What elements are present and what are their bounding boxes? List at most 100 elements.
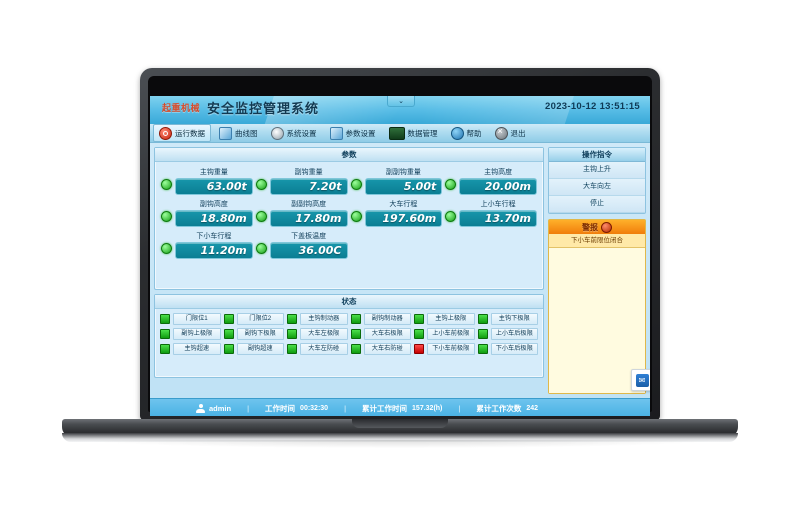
status-item: 大车左防碰 xyxy=(287,343,348,355)
param-status-led xyxy=(445,211,457,222)
status-led xyxy=(350,314,361,324)
param-status-led xyxy=(161,179,172,190)
menu-item-system-settings[interactable]: 系统设置 xyxy=(266,125,322,141)
status-item: 副钩上极限 xyxy=(160,328,221,340)
exit-icon xyxy=(494,126,508,140)
status-label: 下小车前极限 xyxy=(427,343,475,355)
param-status-led xyxy=(350,179,362,190)
command-panel-title: 操作指令 xyxy=(549,148,645,162)
username-label: admin xyxy=(209,404,232,413)
status-item: 主钩制动器 xyxy=(287,313,348,325)
param-value: 63.00t xyxy=(175,178,253,195)
param-item: 副钩高度 18.80m xyxy=(161,199,253,227)
param-label: 主钩高度 xyxy=(484,169,513,176)
status-led xyxy=(350,344,361,354)
status-label: 副钩上极限 xyxy=(173,328,221,340)
param-status-led xyxy=(255,179,267,190)
menu-item-chart[interactable]: 曲线图 xyxy=(214,125,263,141)
alarm-list[interactable] xyxy=(549,248,645,393)
command-item-stop[interactable]: 停止 xyxy=(549,196,645,213)
status-label: 上小车前极限 xyxy=(427,328,475,340)
status-label: 门限位2 xyxy=(236,313,284,325)
alarm-message: 下小车前限位闭合 xyxy=(549,234,645,248)
menu-label: 曲线图 xyxy=(235,128,258,138)
chevron-down-icon: ⌄ xyxy=(398,97,404,105)
window-collapse-button[interactable]: ⌄ xyxy=(387,96,415,107)
param-label: 副钩重量 xyxy=(294,169,323,176)
status-item: 门限位2 xyxy=(223,313,284,325)
status-item: 大车右极限 xyxy=(350,328,411,340)
status-item: 上小车后极限 xyxy=(477,328,538,340)
menu-label: 系统设置 xyxy=(286,128,317,138)
status-item: 主钩下极限 xyxy=(477,313,538,325)
status-item: 大车左极限 xyxy=(287,328,348,340)
param-item: 副副钩高度 17.80m xyxy=(255,199,348,227)
status-label: 副钩制动器 xyxy=(363,313,411,325)
parameters-panel-title: 参数 xyxy=(155,148,543,162)
work-time-value: 00:32:30 xyxy=(300,405,329,412)
divider: | xyxy=(344,404,347,413)
status-led xyxy=(414,329,424,339)
status-led xyxy=(477,344,488,354)
help-icon xyxy=(450,126,464,140)
param-item: 上小车行程 13.70m xyxy=(445,199,537,227)
page-title: 安全监控管理系统 xyxy=(207,101,320,116)
status-item: 大车右防碰 xyxy=(350,343,411,355)
alarm-bell-icon xyxy=(601,221,612,233)
laptop-shadow xyxy=(90,440,710,448)
param-value: 20.00m xyxy=(459,178,537,195)
total-work-count-label: 累计工作次数 xyxy=(476,404,522,413)
status-bar: admin | 工作时间 00:32:30 | 累计工作时间 157.32(h)… xyxy=(150,398,650,416)
status-led xyxy=(160,329,170,339)
chat-bubble-button[interactable]: ✉ xyxy=(631,369,650,391)
status-item: 上小车前极限 xyxy=(414,328,475,340)
param-item: 大车行程 197.60m xyxy=(350,199,443,227)
menu-item-parameter-settings[interactable]: 参数设置 xyxy=(325,125,381,141)
menu-item-exit[interactable]: 退出 xyxy=(490,125,531,141)
system-settings-icon xyxy=(270,126,284,140)
param-label: 副副钩高度 xyxy=(291,201,327,208)
param-label: 下小车行程 xyxy=(196,233,232,240)
menu-label: 帮助 xyxy=(466,128,482,138)
param-status-led xyxy=(445,179,457,190)
param-value: 13.70m xyxy=(459,210,537,227)
param-item: 主钩重量 63.00t xyxy=(161,167,253,195)
param-value: 17.80m xyxy=(269,210,348,227)
param-item: 副钩重量 7.20t xyxy=(255,167,348,195)
chart-icon xyxy=(219,126,232,140)
right-column: 操作指令 主钩上升 大车向左 停止 警报 下小车前限位闭合 ✉ xyxy=(548,147,650,394)
status-item: 副钩下极限 xyxy=(223,328,284,340)
status-led xyxy=(477,314,488,324)
status-led xyxy=(160,344,170,354)
menu-item-run-data[interactable]: 运行数据 xyxy=(153,124,211,142)
param-status-led xyxy=(161,211,172,222)
status-led xyxy=(287,344,297,354)
status-led-alarm xyxy=(414,344,424,354)
param-status-led xyxy=(255,211,267,222)
status-label: 大车右极限 xyxy=(363,328,411,340)
status-item: 下小车后极限 xyxy=(477,343,538,355)
status-label: 主钩下极限 xyxy=(490,313,538,325)
status-panel: 状态 门限位1 门限位2 主钩制动器 副钩制动器 主钩上极限 主钩下极限 副钩上… xyxy=(154,294,544,378)
status-grid: 门限位1 门限位2 主钩制动器 副钩制动器 主钩上极限 主钩下极限 副钩上极限 … xyxy=(155,309,543,359)
status-led xyxy=(414,314,424,324)
menu-item-help[interactable]: 帮助 xyxy=(446,125,487,141)
status-item-alarm: 下小车前极限 xyxy=(414,343,475,355)
status-label: 大车左防碰 xyxy=(300,343,348,355)
main-menu-bar: 运行数据 曲线图 系统设置 参数设置 数据管理 帮助 xyxy=(150,124,650,143)
status-label: 主钩制动器 xyxy=(300,313,348,325)
status-led xyxy=(350,329,361,339)
status-led xyxy=(477,329,488,339)
command-item-hoist-up[interactable]: 主钩上升 xyxy=(549,162,645,179)
param-status-led xyxy=(255,243,267,254)
command-item-bridge-left[interactable]: 大车向左 xyxy=(549,179,645,196)
work-time-label: 工作时间 xyxy=(265,404,296,413)
param-item: 下小车行程 11.20m xyxy=(161,231,253,259)
param-value: 11.20m xyxy=(175,242,253,259)
status-item: 主钩超速 xyxy=(160,343,221,355)
status-item: 副钩制动器 xyxy=(350,313,411,325)
left-column: 参数 主钩重量 63.00t 副钩重量 xyxy=(154,147,544,394)
param-value: 36.00C xyxy=(269,242,348,259)
menu-item-data-management[interactable]: 数据管理 xyxy=(384,125,443,141)
param-item: 下盖板温度 36.00C xyxy=(255,231,348,259)
